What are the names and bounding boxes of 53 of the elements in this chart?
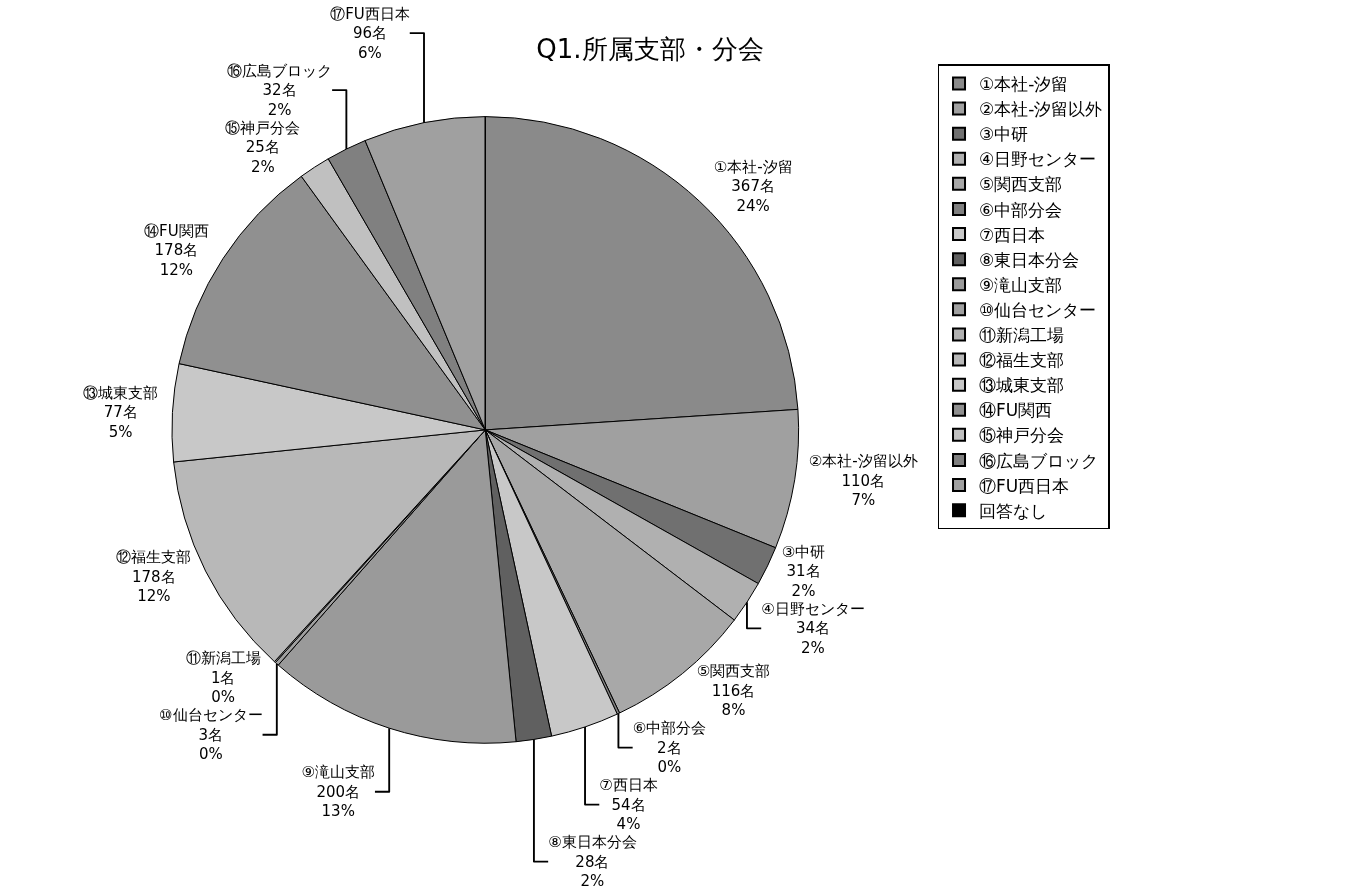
slice-label: ⑤関西支部 bbox=[696, 662, 771, 681]
data-label: 54名 4% bbox=[611, 795, 646, 834]
legend-label: ④日野センター bbox=[979, 149, 1097, 170]
data-label: 25名 2% bbox=[245, 138, 280, 176]
slice-label: ⑫福生支部 bbox=[116, 548, 192, 567]
data-label: 367名 24% bbox=[731, 177, 775, 215]
data-label: 1名 0% bbox=[210, 668, 236, 707]
slice-label: ②本社-汐留以外 bbox=[808, 452, 918, 471]
data-label: 77名 5% bbox=[103, 403, 138, 441]
slice-label: ⑩仙台センター bbox=[159, 706, 263, 725]
legend-label: ⑨滝山支部 bbox=[979, 274, 1063, 295]
slice-label: ③中研 bbox=[781, 542, 826, 561]
legend-label: ⑬城東支部 bbox=[979, 375, 1065, 396]
data-label: 3名 0% bbox=[198, 725, 224, 764]
slice-label: ⑬城東支部 bbox=[83, 383, 159, 402]
data-label: 96名 6% bbox=[352, 24, 387, 62]
slice-label: ⑦西日本 bbox=[599, 776, 658, 795]
data-label: 28名 2% bbox=[575, 852, 610, 891]
data-label: 34名 2% bbox=[795, 619, 830, 657]
slice-label: ⑰FU西日本 bbox=[330, 4, 410, 23]
data-label: 178名 12% bbox=[132, 567, 176, 606]
legend-label: ②本社-汐留以外 bbox=[979, 99, 1103, 120]
slice-label: ⑭FU関西 bbox=[144, 221, 209, 240]
legend-label: ⑥中部分会 bbox=[979, 199, 1063, 220]
legend-label: ⑭FU関西 bbox=[979, 400, 1053, 421]
slice-label: ④日野センター bbox=[761, 599, 865, 618]
legend-label: ⑪新潟工場 bbox=[979, 325, 1065, 346]
data-label: 178名 12% bbox=[154, 241, 199, 279]
legend-label: ⑦西日本 bbox=[979, 224, 1046, 245]
slice-label: ⑪新潟工場 bbox=[185, 649, 261, 668]
legend-label: 回答なし bbox=[979, 500, 1048, 521]
legend-label: ⑮神戸分会 bbox=[979, 425, 1065, 446]
legend-label: ③中研 bbox=[979, 124, 1029, 145]
data-label: 110名 7% bbox=[841, 471, 886, 510]
data-label: 31名 2% bbox=[786, 562, 821, 600]
slice-label: ⑯広島ブロック bbox=[227, 61, 333, 80]
data-label: 200名 13% bbox=[316, 782, 361, 821]
slice-label: ⑮神戸分会 bbox=[225, 118, 301, 137]
data-label: 116名 8% bbox=[711, 681, 756, 720]
legend-label: ⑧東日本分会 bbox=[979, 249, 1080, 270]
slice-label: ⑥中部分会 bbox=[632, 719, 707, 738]
legend-label: ⑤関西支部 bbox=[979, 174, 1063, 195]
data-label: 2名 0% bbox=[657, 738, 682, 777]
legend-label: ⑫福生支部 bbox=[979, 350, 1065, 371]
slice-label: ①本社-汐留 bbox=[713, 157, 793, 176]
slice-label: ⑧東日本分会 bbox=[548, 833, 637, 852]
data-label: 32名 2% bbox=[262, 81, 297, 119]
text: Q1.所属支部・分会 bbox=[536, 34, 764, 65]
legend-label: ①本社-汐留 bbox=[979, 74, 1069, 95]
legend-label: ⑰FU西日本 bbox=[979, 475, 1070, 496]
slice-label: ⑨滝山支部 bbox=[301, 763, 375, 782]
legend-label: ⑩仙台センター bbox=[979, 299, 1097, 320]
legend-label: ⑯広島ブロック bbox=[979, 450, 1099, 471]
